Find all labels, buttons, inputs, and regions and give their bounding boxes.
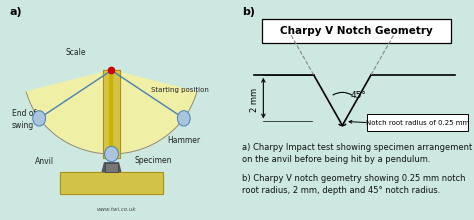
FancyBboxPatch shape [104,163,118,172]
Text: b) Charpy V notch geometry showing 0.25 mm notch
root radius, 2 mm, depth and 45: b) Charpy V notch geometry showing 0.25 … [242,174,465,195]
Polygon shape [103,70,119,158]
Text: Notch root radius of 0.25 mm: Notch root radius of 0.25 mm [366,120,469,126]
FancyBboxPatch shape [262,19,451,43]
FancyBboxPatch shape [367,114,468,131]
Text: a) Charpy Impact test showing specimen arrangement
on the anvil before being hit: a) Charpy Impact test showing specimen a… [242,143,472,165]
Ellipse shape [33,111,46,126]
Polygon shape [26,70,197,154]
Text: 45°: 45° [351,91,366,100]
Text: b): b) [242,7,255,16]
Text: Scale: Scale [65,48,85,57]
Text: 2 mm: 2 mm [250,88,259,112]
Text: a): a) [9,7,22,16]
Text: Starting position: Starting position [151,87,209,94]
Polygon shape [60,172,163,194]
Ellipse shape [104,146,118,162]
Polygon shape [102,163,121,172]
Ellipse shape [177,111,190,126]
Text: Specimen: Specimen [135,156,172,165]
Text: www.twi.co.uk: www.twi.co.uk [96,207,136,212]
Text: End of
swing: End of swing [11,110,36,130]
Text: Charpy V Notch Geometry: Charpy V Notch Geometry [280,26,433,36]
Text: Anvil: Anvil [35,157,54,166]
Text: Hammer: Hammer [167,136,201,145]
